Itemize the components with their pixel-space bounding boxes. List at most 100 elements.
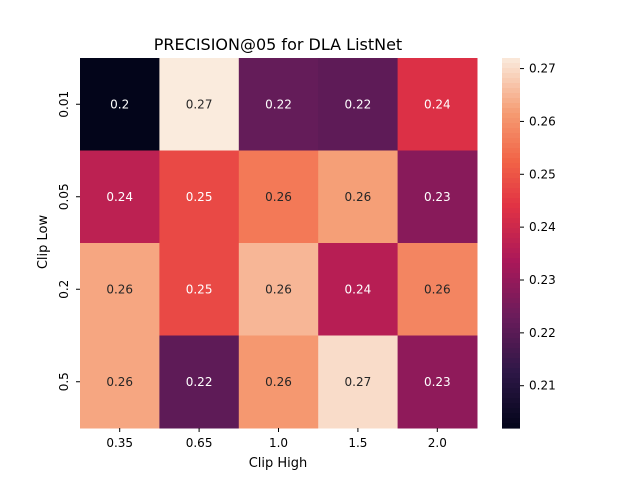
colorbar-segment xyxy=(502,118,520,124)
colorbar-segment xyxy=(502,403,520,409)
colorbar-segment xyxy=(502,328,520,334)
colorbar-segment xyxy=(502,193,520,199)
colorbar-tick-label: 0.21 xyxy=(529,379,556,393)
colorbar-segment xyxy=(502,283,520,289)
colorbar-segment xyxy=(502,383,520,389)
cell-value-label: 0.26 xyxy=(265,375,292,389)
colorbar-segment xyxy=(502,253,520,259)
heatmap-cell xyxy=(80,58,160,151)
colorbar-segment xyxy=(502,338,520,344)
heatmap-cell xyxy=(80,243,160,336)
cell-value-label: 0.26 xyxy=(345,190,372,204)
colorbar-tick-label: 0.22 xyxy=(529,326,556,340)
colorbar-segment xyxy=(502,83,520,89)
cell-value-label: 0.26 xyxy=(265,282,292,296)
colorbar-segment xyxy=(502,303,520,309)
colorbar: 0.21 0.22 0.23 0.24 0.25 0.26 0.27 xyxy=(502,58,556,429)
colorbar-segment xyxy=(502,318,520,324)
colorbar-segment xyxy=(502,213,520,219)
colorbar-segment xyxy=(502,93,520,99)
cell-value-label: 0.25 xyxy=(186,282,213,296)
colorbar-segment xyxy=(502,368,520,374)
x-axis-label: Clip High xyxy=(249,456,308,471)
colorbar-segment xyxy=(502,293,520,299)
colorbar-segment xyxy=(502,243,520,249)
colorbar-segment xyxy=(502,363,520,369)
cell-value-label: 0.26 xyxy=(424,282,451,296)
heatmap-cell xyxy=(159,150,240,244)
cell-value-label: 0.22 xyxy=(186,375,213,389)
heatmap-cell xyxy=(159,335,240,429)
heatmap-cell xyxy=(238,58,319,151)
cell-value-label: 0.27 xyxy=(345,375,372,389)
colorbar-segment xyxy=(502,178,520,184)
colorbar-segment xyxy=(502,263,520,269)
cell-value-label: 0.23 xyxy=(424,190,451,204)
cell-value-label: 0.24 xyxy=(106,190,133,204)
colorbar-segment xyxy=(502,73,520,79)
x-tick-label: 2.0 xyxy=(428,436,447,450)
colorbar-segment xyxy=(502,273,520,279)
heatmap-cell xyxy=(318,335,399,429)
x-axis-ticks: 0.35 0.65 1.0 1.5 2.0 xyxy=(106,428,447,450)
colorbar-segment xyxy=(502,343,520,349)
colorbar-segment xyxy=(502,163,520,169)
heatmap-cell xyxy=(397,58,478,151)
heatmap-cell xyxy=(238,243,319,336)
colorbar-segment xyxy=(502,333,520,339)
colorbar-segment xyxy=(502,313,520,319)
cell-value-label: 0.23 xyxy=(424,375,451,389)
colorbar-segment xyxy=(502,423,520,429)
heatmap-cells: 0.2 0.27 0.22 0.22 0.24 0.24 0.25 0.26 0.26 0.23 0… xyxy=(80,58,478,429)
colorbar-tick-label: 0.26 xyxy=(529,114,556,128)
colorbar-segment xyxy=(502,233,520,239)
colorbar-segment xyxy=(502,98,520,104)
colorbar-segment xyxy=(502,183,520,189)
cell-value-label: 0.2 xyxy=(110,97,129,111)
y-tick-label: 0.2 xyxy=(57,280,71,299)
cell-value-label: 0.22 xyxy=(345,97,372,111)
colorbar-segment xyxy=(502,373,520,379)
colorbar-segment xyxy=(502,58,520,64)
colorbar-segment xyxy=(502,138,520,144)
cell-value-label: 0.22 xyxy=(265,97,292,111)
x-tick-label: 0.35 xyxy=(106,436,133,450)
colorbar-segment xyxy=(502,78,520,84)
y-axis-label: Clip Low xyxy=(36,214,51,269)
colorbar-segment xyxy=(502,358,520,364)
colorbar-segment xyxy=(502,268,520,274)
colorbar-segment xyxy=(502,203,520,209)
colorbar-segment xyxy=(502,378,520,384)
colorbar-segment xyxy=(502,103,520,109)
heatmap-cell xyxy=(238,150,319,244)
colorbar-segment xyxy=(502,398,520,404)
colorbar-segment xyxy=(502,133,520,139)
colorbar-segment xyxy=(502,63,520,69)
colorbar-segment xyxy=(502,108,520,114)
colorbar-segment xyxy=(502,158,520,164)
y-tick-label: 0.05 xyxy=(57,183,71,210)
heatmap-cell xyxy=(80,335,160,429)
chart-title: PRECISION@05 for DLA ListNet xyxy=(154,35,402,54)
y-tick-label: 0.5 xyxy=(57,372,71,391)
heatmap-cell xyxy=(318,150,399,244)
colorbar-segment xyxy=(502,323,520,329)
cell-value-label: 0.26 xyxy=(106,375,133,389)
colorbar-segment xyxy=(502,168,520,174)
colorbar-segment xyxy=(502,123,520,129)
heatmap-cell xyxy=(397,335,478,429)
heatmap-cell xyxy=(80,150,160,244)
colorbar-segment xyxy=(502,413,520,419)
heatmap-cell xyxy=(397,150,478,244)
colorbar-segment xyxy=(502,353,520,359)
colorbar-segment xyxy=(502,88,520,94)
x-tick-label: 1.5 xyxy=(348,436,367,450)
colorbar-segment xyxy=(502,308,520,314)
colorbar-segment xyxy=(502,388,520,394)
colorbar-segment xyxy=(502,248,520,254)
colorbar-segment xyxy=(502,188,520,194)
y-tick-label: 0.01 xyxy=(57,91,71,118)
cell-value-label: 0.24 xyxy=(424,97,451,111)
colorbar-segment xyxy=(502,393,520,399)
colorbar-segment xyxy=(502,278,520,284)
